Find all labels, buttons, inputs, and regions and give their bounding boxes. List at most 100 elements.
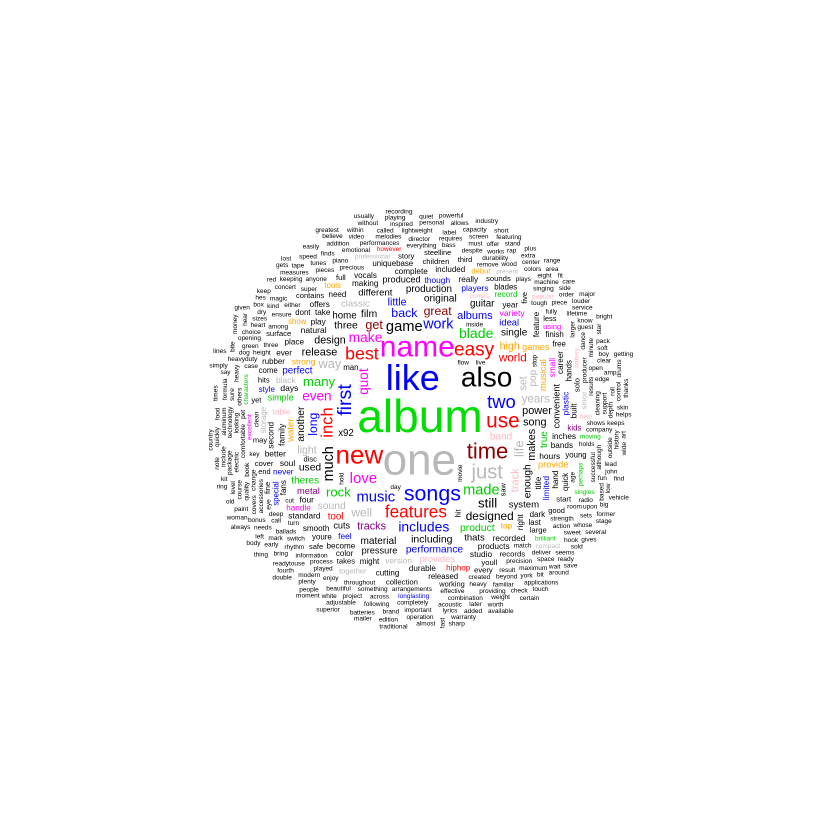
cloud-word: like xyxy=(386,357,440,398)
cloud-word: film xyxy=(361,308,378,320)
cloud-word: information xyxy=(296,552,329,559)
cloud-word: fast xyxy=(440,618,447,629)
cloud-word: take xyxy=(315,308,331,317)
cloud-word: later xyxy=(469,601,482,608)
cloud-word: early xyxy=(264,541,279,548)
cloud-word: short xyxy=(494,227,509,234)
cloud-word: blades xyxy=(494,282,517,291)
cloud-word: tape xyxy=(292,262,305,269)
cloud-word: match xyxy=(514,543,532,550)
cloud-word: beyond xyxy=(496,573,518,580)
cloud-word: blade xyxy=(459,325,494,341)
cloud-word: heavyduty xyxy=(228,356,258,363)
cloud-word: completely xyxy=(397,600,429,607)
cloud-word: pieces xyxy=(316,267,336,274)
cloud-word: finish xyxy=(545,330,563,339)
cloud-word: stage xyxy=(596,518,612,525)
cloud-word: concert xyxy=(275,284,297,291)
cloud-word: fans xyxy=(279,480,288,495)
cloud-word: lyrics xyxy=(443,608,459,615)
cloud-word: weight xyxy=(490,594,510,601)
cloud-word: first xyxy=(334,384,356,416)
cloud-word: inch xyxy=(317,407,336,437)
cloud-word: play xyxy=(311,316,327,326)
cloud-word: complete xyxy=(395,267,429,276)
cloud-word: cutting xyxy=(376,568,400,577)
cloud-word: range xyxy=(544,257,561,264)
cloud-word: ready xyxy=(558,556,575,563)
cloud-word: another xyxy=(296,406,307,442)
cloud-word: familiar xyxy=(493,581,515,588)
cloud-word: louder xyxy=(572,298,591,305)
cloud-word: free xyxy=(552,339,565,348)
cloud-word: wait xyxy=(548,563,561,570)
cloud-word: extra xyxy=(521,253,536,260)
cloud-word: piece xyxy=(552,300,568,307)
cloud-word: upon xyxy=(583,504,598,511)
cloud-word: fourth xyxy=(277,567,294,574)
cloud-word: successful xyxy=(590,452,597,483)
cloud-word: superior xyxy=(316,606,340,613)
cloud-word: wood xyxy=(500,261,517,268)
cloud-word: ring xyxy=(217,483,228,490)
cloud-word: played xyxy=(314,565,334,572)
cloud-word: uniquebase xyxy=(372,259,413,268)
cloud-word: art xyxy=(621,431,628,439)
cloud-word: high xyxy=(500,341,520,353)
cloud-word: deliver xyxy=(532,549,552,556)
cloud-word: wide xyxy=(621,442,628,457)
cloud-word: amp xyxy=(604,369,617,376)
cloud-word: recorded xyxy=(493,533,526,543)
cloud-word: storage xyxy=(259,406,268,433)
cloud-word: designed xyxy=(466,509,514,523)
cloud-word: natural xyxy=(301,325,327,335)
cloud-word: youre xyxy=(312,533,332,542)
cloud-word: built xyxy=(569,403,578,418)
cloud-word: name xyxy=(380,331,455,364)
cloud-word: power xyxy=(522,405,552,417)
cloud-word: together xyxy=(339,566,367,575)
cloud-word: producer xyxy=(582,357,589,383)
cloud-word: shows xyxy=(587,420,606,427)
cloud-word: capacity xyxy=(463,227,488,234)
cloud-word: lifetime xyxy=(567,311,588,318)
cloud-word: across xyxy=(370,594,390,601)
cloud-word: performance xyxy=(406,545,464,556)
cloud-word: just xyxy=(470,461,503,483)
cloud-word: emotional xyxy=(342,247,371,254)
cloud-word: second xyxy=(266,422,276,449)
cloud-word: pack xyxy=(596,338,610,345)
cloud-word: heart xyxy=(250,322,265,329)
cloud-word: company xyxy=(586,426,613,433)
cloud-word: day xyxy=(390,484,401,491)
cloud-word: allows xyxy=(451,220,470,227)
cloud-word: works xyxy=(486,248,505,255)
cloud-word: left xyxy=(255,533,264,540)
cloud-word: looking xyxy=(234,412,241,433)
cloud-word: saw xyxy=(498,482,507,496)
cloud-word: switch xyxy=(287,536,305,543)
cloud-word: always xyxy=(231,524,252,531)
cloud-word: old xyxy=(226,499,235,506)
cloud-word: studio xyxy=(470,549,493,559)
cloud-word: bite xyxy=(229,341,236,352)
cloud-word: pet xyxy=(240,410,247,419)
cloud-word: space xyxy=(537,556,555,563)
cloud-word: clean xyxy=(254,411,261,427)
cloud-word: work xyxy=(422,317,454,333)
cloud-word: water xyxy=(286,418,297,443)
cloud-word: level xyxy=(230,481,237,495)
cloud-word: man xyxy=(343,363,358,372)
cloud-word: light xyxy=(297,444,316,456)
cloud-word: covers xyxy=(251,494,258,514)
cloud-word: everything xyxy=(407,242,437,249)
cloud-word: love xyxy=(350,470,378,487)
cloud-word: brilliant xyxy=(535,535,556,542)
cloud-word: within xyxy=(346,227,364,234)
cloud-word: label xyxy=(442,230,456,237)
cloud-word: dark xyxy=(530,510,547,519)
cloud-word: three xyxy=(263,342,278,349)
cloud-word: home xyxy=(332,310,356,321)
cloud-word: quot xyxy=(356,368,371,395)
cloud-word: best xyxy=(345,343,379,363)
